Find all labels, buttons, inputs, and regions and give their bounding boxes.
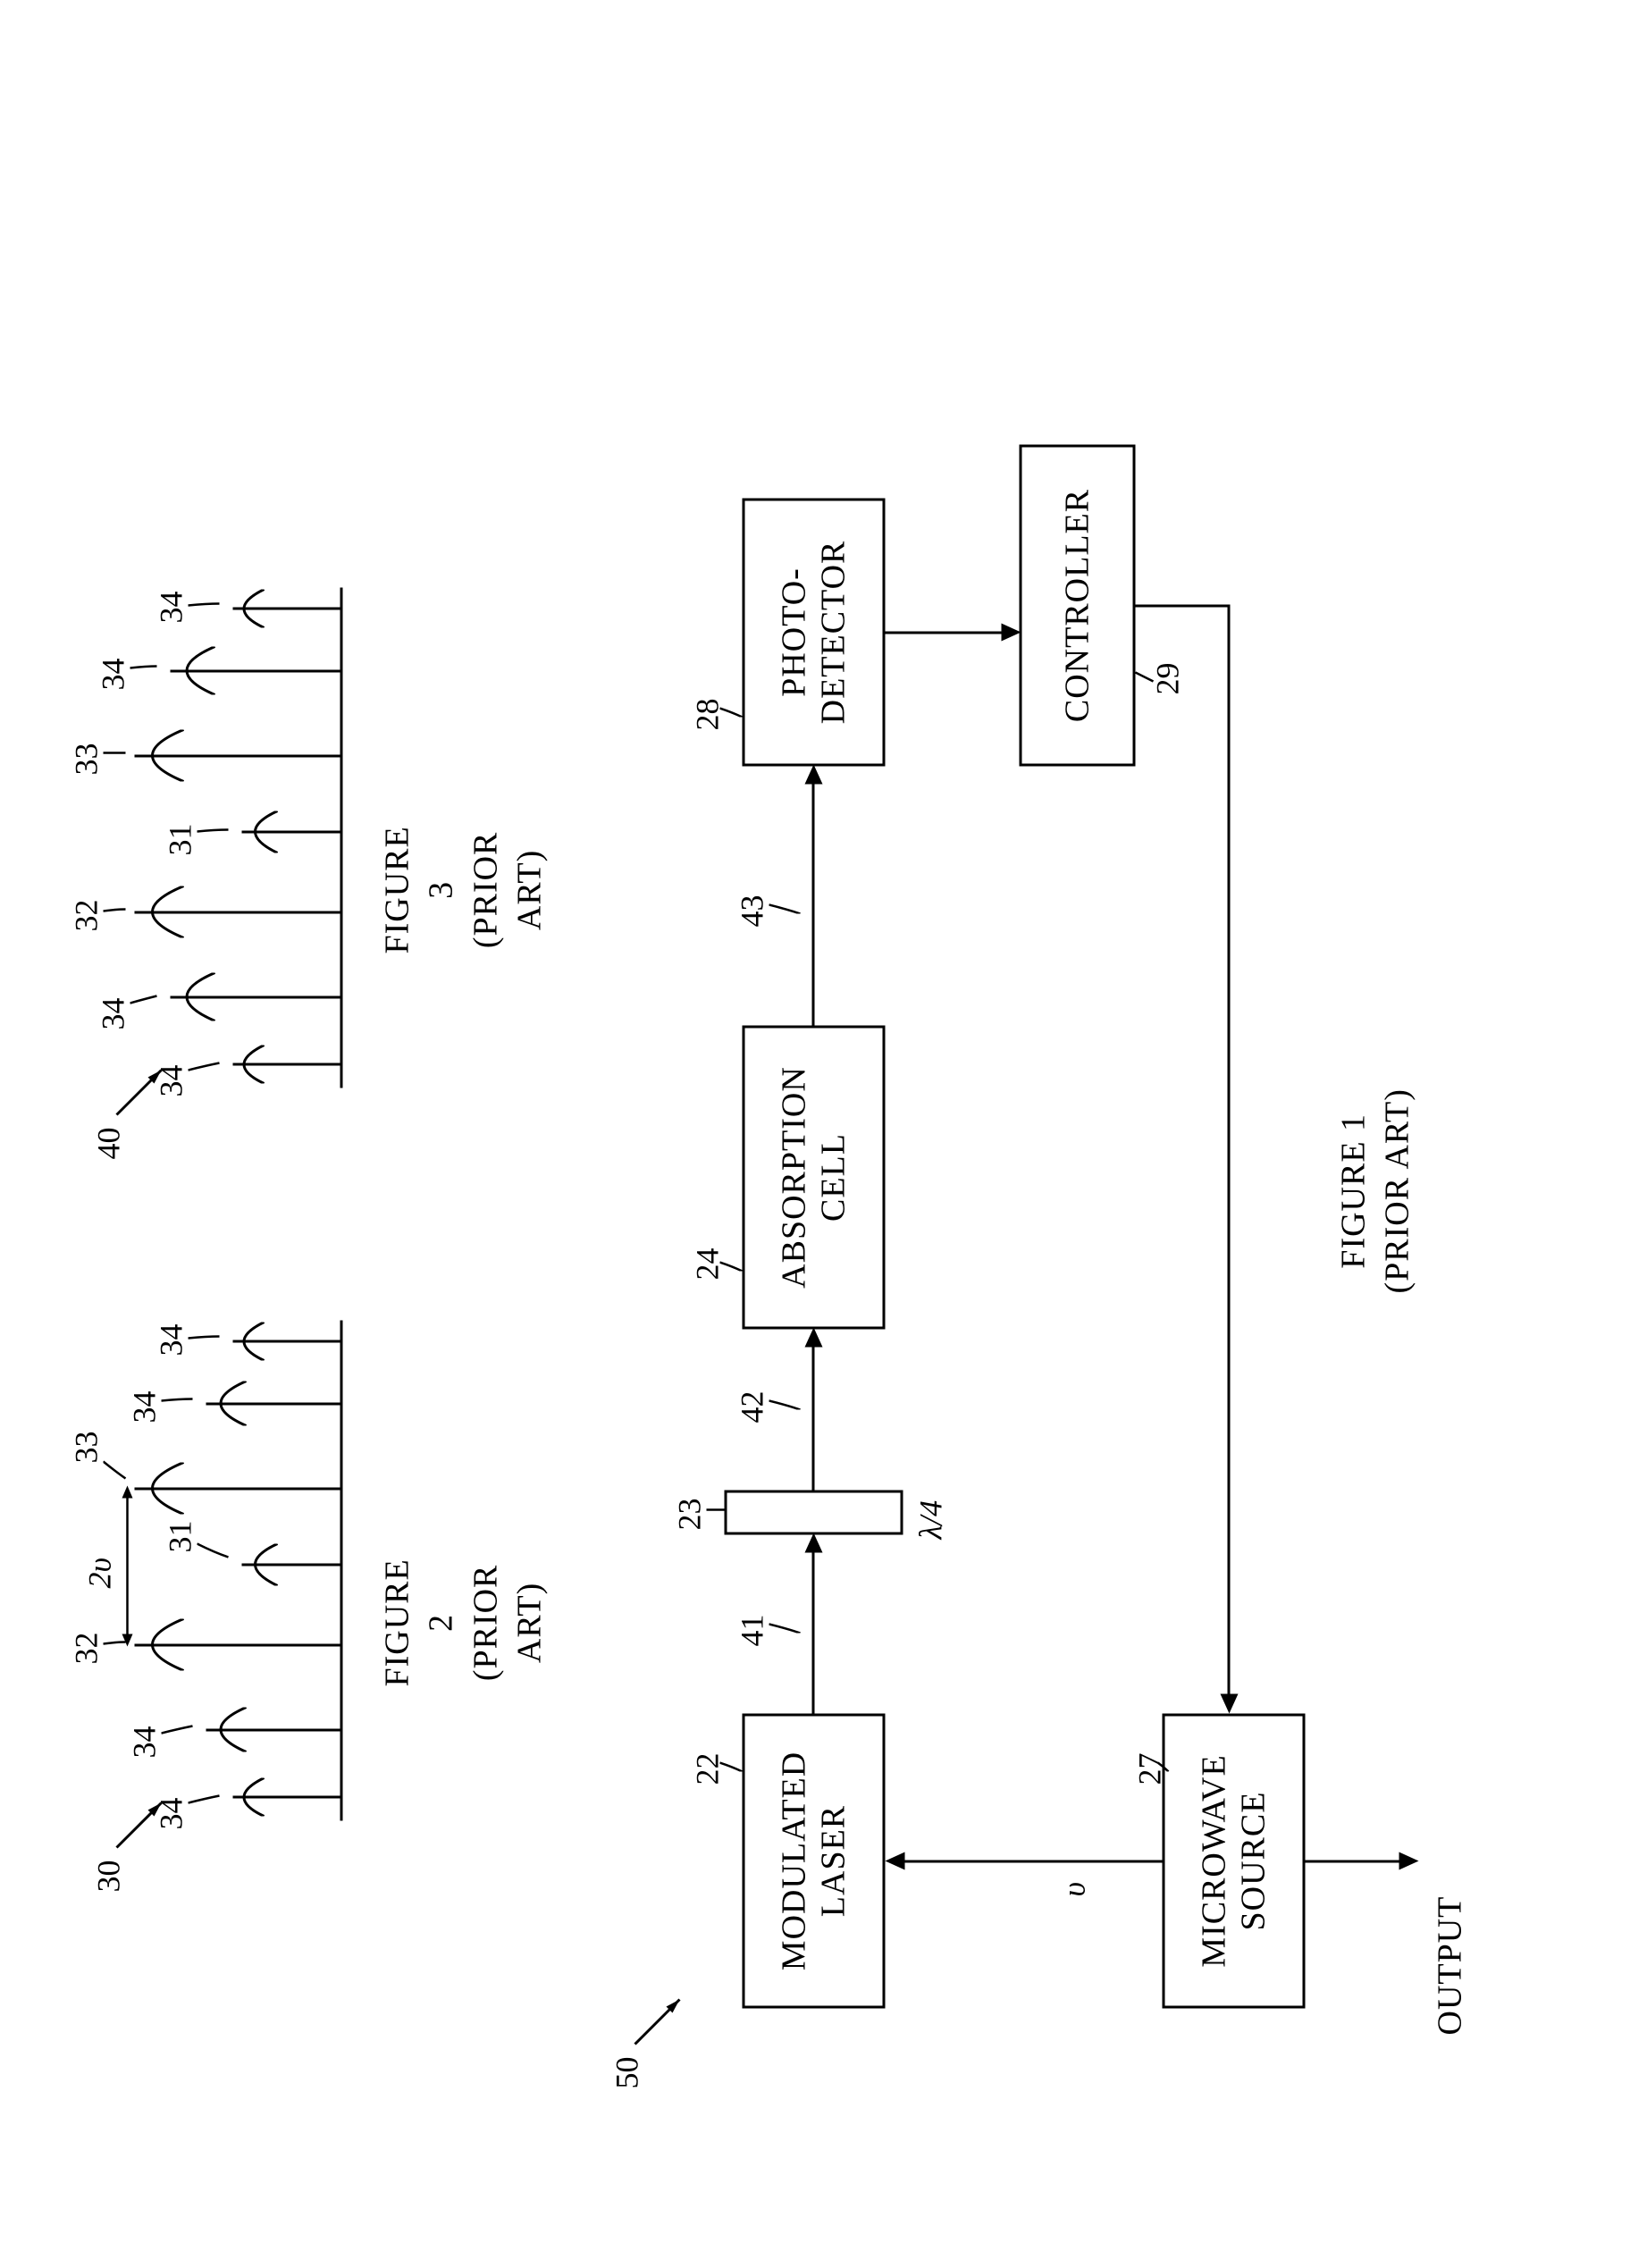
fig3-arrow-33 <box>104 735 130 762</box>
absorption-cell-text: ABSORPTION CELL <box>775 1066 853 1289</box>
photo-detector-block: PHOTO- DETECTOR <box>743 499 886 767</box>
fig2-caption-line1: FIGURE 2 (PRIOR ART) <box>379 1558 549 1686</box>
fig3-curve-1 <box>233 1046 269 1084</box>
fig3-arrow-31 <box>197 816 233 843</box>
nu-label: υ <box>1055 1882 1093 1897</box>
fig2-curve-4 <box>242 1544 282 1586</box>
fig2-label-34-4: 34 <box>153 1324 190 1357</box>
fig2-curve-5 <box>135 1463 189 1515</box>
fig2-arrow-34-4 <box>189 1321 224 1348</box>
ref-40-label: 40 <box>90 1128 128 1160</box>
fig2-two-nu-dim <box>117 1486 139 1647</box>
microwave-source-text: MICROWAVE SOURCE <box>1195 1754 1273 1967</box>
arrow-43-head <box>805 765 823 785</box>
fig2-two-nu-label: 2υ <box>81 1558 119 1589</box>
fig2-curve-3 <box>135 1619 189 1671</box>
fig2-caption: FIGURE 2 (PRIOR ART) <box>376 1558 553 1686</box>
fig3-label-34-2: 34 <box>95 998 132 1030</box>
arrow-mw-to-ml-head <box>886 1852 905 1870</box>
controller-block: CONTROLLER <box>1020 445 1136 767</box>
photo-detector-text: PHOTO- DETECTOR <box>775 541 853 725</box>
ref-50-label: 50 <box>609 2057 646 2089</box>
ref-42-arrow <box>769 1383 805 1410</box>
ref-50-arrow <box>626 1982 698 2054</box>
ref-23-label: 23 <box>671 1499 709 1531</box>
fig2-label-34-3: 34 <box>126 1391 164 1424</box>
fig2-arrow-33 <box>104 1455 130 1482</box>
diagram-root: 30 34 34 <box>1 0 1647 2268</box>
quarter-wave-block <box>725 1491 903 1535</box>
fig1-caption-text: FIGURE 1 (PRIOR ART) <box>1335 1088 1416 1293</box>
fig2-curve-2 <box>206 1708 251 1752</box>
fig2-curve-7 <box>233 1323 269 1361</box>
fig3-curve-3 <box>135 886 189 938</box>
fig2-baseline <box>340 1321 343 1821</box>
fig2-arrow-34-3 <box>162 1383 197 1410</box>
fig1-caption: FIGURE 1 (PRIOR ART) <box>1332 1088 1421 1293</box>
modulated-laser-block: MODULATED LASER <box>743 1714 886 2009</box>
fig3-baseline <box>340 588 343 1088</box>
arrow-mw-to-out-line <box>1306 1861 1404 1863</box>
ref-27-arrow <box>1158 1745 1172 1772</box>
arrow-mw-to-out-head <box>1399 1852 1419 1870</box>
fig2-label-34-1: 34 <box>153 1798 190 1830</box>
fig2-arrow-34-2 <box>162 1716 197 1743</box>
ref-30-label: 30 <box>90 1861 128 1893</box>
fig3-label-31: 31 <box>162 824 199 856</box>
ref-28-arrow <box>720 691 747 718</box>
fig2-label-34-2: 34 <box>126 1726 164 1759</box>
ref-43-label: 43 <box>734 895 771 928</box>
fig2-arrow-31 <box>197 1535 233 1562</box>
arrow-ctrl-to-mw-head <box>1221 1694 1239 1714</box>
fig3-curve-5 <box>135 730 189 782</box>
ref-41-arrow <box>769 1607 805 1634</box>
ref-22-arrow <box>720 1745 747 1772</box>
fig3-arrow-32 <box>104 892 130 919</box>
fig2-label-33: 33 <box>68 1432 105 1464</box>
fig3-curve-6 <box>171 647 220 695</box>
fig3-label-33: 33 <box>68 743 105 776</box>
modulated-laser-text: MODULATED LASER <box>775 1751 853 1970</box>
arrow-ctrl-to-mw-v <box>1136 605 1230 608</box>
arrow-pd-to-ctrl-line <box>886 632 1006 634</box>
fig3-label-34-3: 34 <box>95 659 132 691</box>
ref-41-label: 41 <box>734 1615 771 1647</box>
ref-29-arrow <box>1136 659 1158 686</box>
fig3-curve-7 <box>233 590 269 628</box>
lambda-over-4-label: λ/4 <box>912 1500 950 1540</box>
fig2-curve-1 <box>233 1778 269 1817</box>
ref-24-arrow <box>720 1245 747 1272</box>
arrow-43-line <box>812 780 815 1026</box>
fig2-label-32: 32 <box>68 1633 105 1665</box>
fig2-label-31: 31 <box>162 1521 199 1553</box>
absorption-cell-block: ABSORPTION CELL <box>743 1026 886 1330</box>
fig3-label-34-4: 34 <box>153 592 190 624</box>
fig3-arrow-34-4 <box>189 588 224 615</box>
arrow-41-head <box>805 1533 823 1553</box>
fig3-curve-2 <box>171 973 220 1021</box>
fig3-caption: FIGURE 3 (PRIOR ART) <box>376 826 553 953</box>
ref-43-arrow <box>769 887 805 914</box>
arrow-42-line <box>812 1343 815 1491</box>
output-label: OUTPUT <box>1431 1896 1470 2036</box>
fig3-arrow-34-1 <box>189 1053 224 1079</box>
microwave-source-block: MICROWAVE SOURCE <box>1163 1714 1306 2009</box>
fig3-curve-4 <box>242 811 282 853</box>
ref-23-arrow <box>707 1499 729 1517</box>
fig3-label-32: 32 <box>68 900 105 932</box>
arrow-pd-to-ctrl-head <box>1002 624 1021 642</box>
arrow-mw-to-ml-line <box>903 1861 1163 1863</box>
ref-42-label: 42 <box>734 1391 771 1424</box>
fig3-arrow-34-3 <box>130 651 162 677</box>
arrow-42-head <box>805 1328 823 1348</box>
fig2-curve-6 <box>206 1382 251 1426</box>
arrow-41-line <box>812 1549 815 1714</box>
arrow-ctrl-to-mw-h <box>1228 605 1231 1696</box>
fig3-caption-line1: FIGURE 3 (PRIOR ART) <box>379 826 549 953</box>
fig3-label-34-1: 34 <box>153 1065 190 1097</box>
controller-text: CONTROLLER <box>1058 489 1097 722</box>
fig3-arrow-34-2 <box>130 986 162 1012</box>
fig2-arrow-34-1 <box>189 1785 224 1812</box>
